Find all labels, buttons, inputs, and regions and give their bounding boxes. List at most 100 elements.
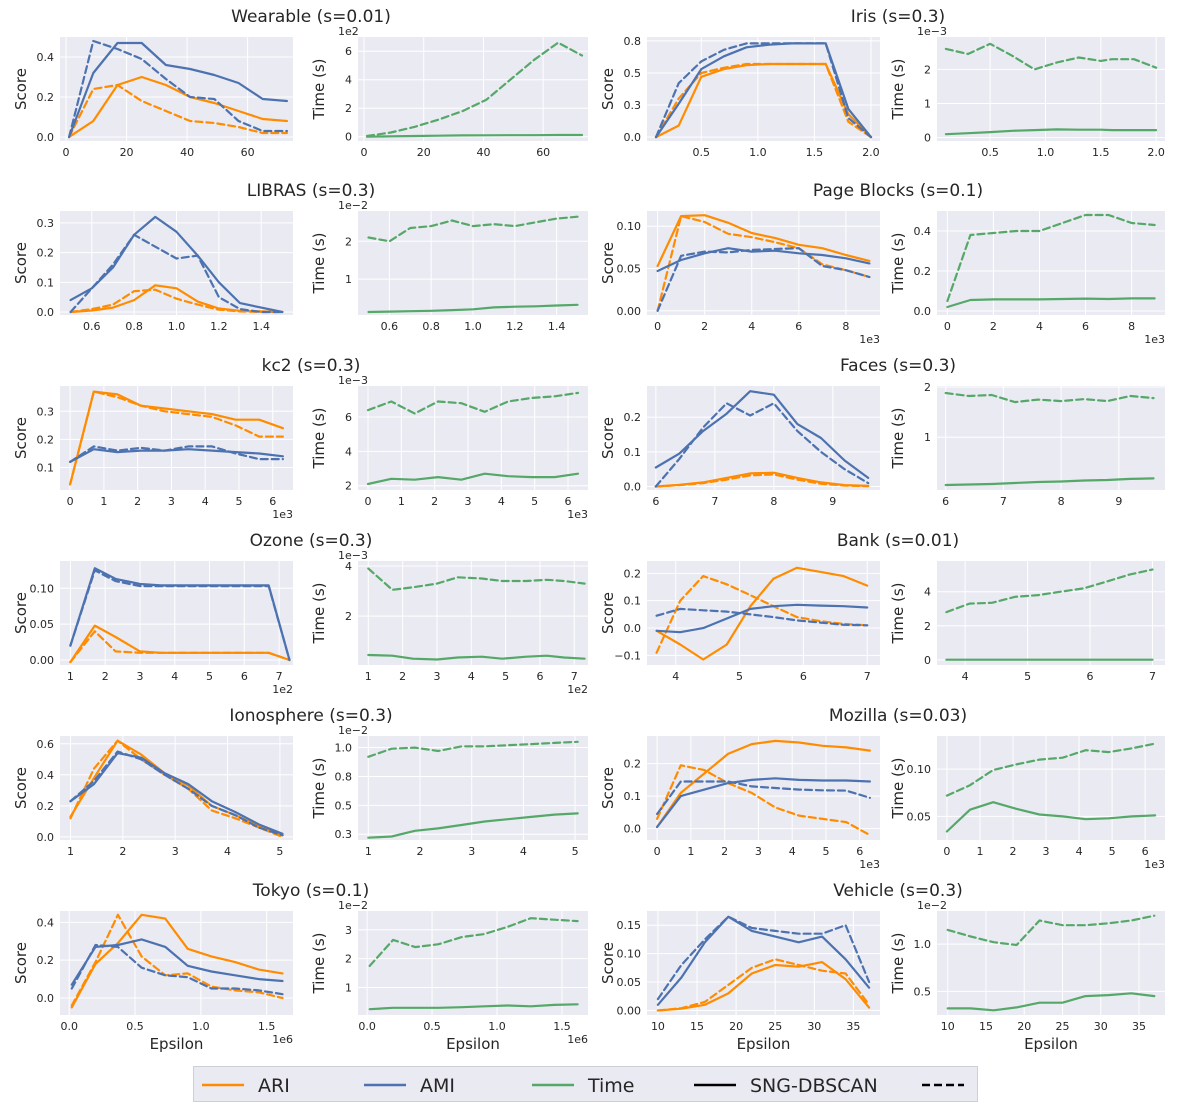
series-ami-sng-dbscan [656, 247, 871, 273]
y-tick-label: 0.10 [907, 763, 932, 776]
chart-title: Wearable (s=0.01) [231, 7, 391, 27]
y-tick-label: 2 [345, 953, 352, 966]
y-axis-label: Time (s) [889, 233, 907, 295]
x-tick-label: 0.8 [422, 320, 440, 333]
y-tick-label: 0.05 [617, 262, 642, 275]
x-tick-label: 4 [498, 495, 505, 508]
x-tick-label: 4 [520, 845, 527, 858]
chart-1: 0 20 40 60 0 2 4 6 Time (s) 1e2 [310, 25, 588, 159]
series-ari-sng-dbscan [70, 913, 284, 1009]
series-ami-dbscan [656, 915, 871, 1001]
x-tick-label: 7 [276, 670, 283, 683]
chart-17: 1 2 3 4 5 0.3 0.5 0.8 1.0 Time (s) 1e−2 [310, 724, 588, 858]
x-tick-label: 6 [536, 670, 543, 683]
legend-label: AMI [420, 1075, 455, 1097]
x-axis-label: Epsilon [1024, 1035, 1078, 1053]
x-tick-label: 20 [120, 146, 134, 159]
y-axis-exponent: 1e−3 [338, 549, 368, 562]
chart-21: 0.0 0.5 1.0 1.5 1 2 3 Time (s) Epsilon 1e−2 1e6 [310, 899, 588, 1053]
x-tick-label: 1 [365, 845, 372, 858]
x-tick-label: 4 [224, 845, 231, 858]
y-tick-label: 6 [345, 45, 352, 58]
y-tick-label: 1 [924, 431, 931, 444]
x-tick-label: 0.5 [981, 146, 999, 159]
y-tick-label: 0.05 [617, 976, 642, 989]
y-axis-label: Time (s) [310, 583, 328, 645]
y-tick-label: 0.1 [624, 790, 642, 803]
x-axis-exponent: 1e2 [272, 683, 293, 696]
y-tick-label: 0.8 [624, 35, 642, 48]
x-tick-label: 4 [1036, 320, 1043, 333]
x-tick-label: 7 [711, 495, 718, 508]
x-tick-label: 2 [119, 845, 126, 858]
y-tick-label: 0.00 [617, 1004, 642, 1017]
series-time-dbscan [944, 42, 1158, 71]
x-axis-exponent: 1e3 [859, 333, 880, 346]
x-tick-label: 1 [365, 670, 372, 683]
series-time-dbscan [367, 567, 586, 591]
x-tick-label: 4 [202, 495, 209, 508]
series-ami-sng-dbscan [655, 777, 872, 829]
chart-3: 0.5 1.0 1.5 2.0 0 1 2 Time (s) 1e−3 [889, 25, 1165, 159]
x-tick-label: 1.0 [192, 1020, 210, 1033]
x-tick-label: 6 [942, 495, 949, 508]
x-tick-label: 1.2 [506, 320, 524, 333]
x-tick-label: 25 [768, 1020, 782, 1033]
y-axis-label: Time (s) [889, 59, 907, 121]
x-tick-label: 15 [690, 1020, 704, 1033]
series-time-sng-dbscan [366, 472, 580, 486]
x-tick-label: 9 [829, 495, 836, 508]
series-ami-dbscan [655, 607, 869, 627]
chart-title: Faces (s=0.3) [840, 356, 956, 376]
y-axis-label: Time (s) [310, 758, 328, 820]
chart-title: Ionosphere (s=0.3) [229, 706, 392, 726]
chart-title: Bank (s=0.01) [837, 531, 959, 551]
series-ari-dbscan [654, 473, 870, 488]
x-tick-label: 5 [1024, 670, 1031, 683]
x-tick-label: 6 [795, 320, 802, 333]
series-time-dbscan [367, 215, 579, 243]
y-tick-label: 0.2 [37, 433, 55, 446]
series-time-sng-dbscan [365, 133, 584, 138]
x-tick-label: 60 [536, 146, 550, 159]
x-tick-label: 5 [276, 845, 283, 858]
chart-title: Tokyo (s=0.1) [252, 881, 369, 901]
x-tick-label: 10 [941, 1020, 955, 1033]
x-tick-label: 0 [63, 146, 70, 159]
y-tick-label: 0.05 [907, 810, 932, 823]
chart-20-tokyo-s-0-1: 0.0 0.5 1.0 1.5 0.0 0.2 0.4 Tokyo (s=0.1) Score E… [12, 881, 369, 1053]
y-axis-label: Score [599, 942, 617, 984]
plot-area [358, 37, 588, 141]
y-axis-label: Time (s) [310, 408, 328, 470]
legend-label: ARI [258, 1075, 290, 1097]
chart-9: 0 1 2 3 4 5 6 2 4 6 Time (s) 1e−3 1e3 [310, 374, 588, 521]
chart-title: LIBRAS (s=0.3) [247, 181, 376, 201]
series-ami-sng-dbscan [67, 41, 288, 139]
x-tick-label: 1.5 [806, 146, 824, 159]
x-tick-label: 1 [100, 495, 107, 508]
y-axis-label: Time (s) [889, 758, 907, 820]
chart-title: Iris (s=0.3) [851, 7, 945, 27]
series-time-sng-dbscan [945, 801, 1157, 833]
y-tick-label: 0.1 [624, 446, 642, 459]
series-ari-dbscan [68, 390, 284, 486]
x-tick-label: 8 [842, 320, 849, 333]
x-tick-label: 35 [1132, 1020, 1146, 1033]
legend-label: SNG-DBSCAN [750, 1075, 878, 1097]
y-axis-exponent: 1e−2 [338, 724, 368, 737]
plot-area [358, 736, 588, 840]
x-tick-label: 6 [1087, 670, 1094, 683]
y-tick-label: 0.5 [914, 985, 932, 998]
series-ami-dbscan [67, 39, 288, 139]
y-tick-label: 1.0 [914, 938, 932, 951]
series-time-dbscan [946, 213, 1156, 303]
x-tick-label: 7 [864, 670, 871, 683]
x-axis-label: Epsilon [150, 1035, 204, 1053]
x-tick-label: 0 [943, 845, 950, 858]
series-time-sng-dbscan [368, 1003, 579, 1011]
y-tick-label: 0.0 [624, 481, 642, 494]
y-axis-exponent: 1e−2 [338, 899, 368, 912]
chart-15: 4 5 6 7 0 2 4 Time (s) [889, 561, 1165, 683]
chart-title: Page Blocks (s=0.1) [813, 181, 983, 201]
